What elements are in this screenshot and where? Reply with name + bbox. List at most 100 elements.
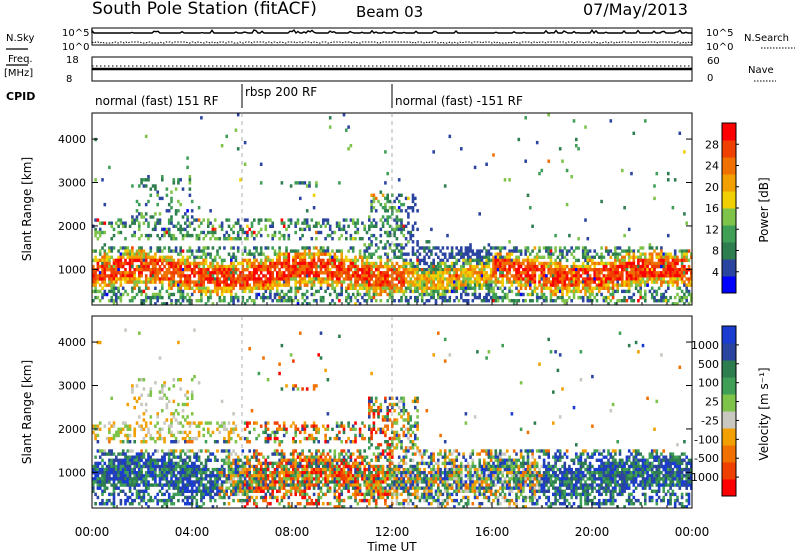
range-gate-cell [126, 424, 130, 428]
range-gate-cell [469, 277, 472, 281]
range-gate-cell [250, 271, 254, 275]
freq-label-line2: [MHz] [4, 68, 33, 79]
range-gate-cell [282, 255, 286, 259]
range-gate-cell [250, 489, 254, 493]
range-gate-cell [381, 264, 385, 269]
range-gate-cell [253, 480, 256, 484]
range-gate-cell [227, 471, 231, 475]
range-gate-cell [483, 295, 486, 300]
range-gate-cell [621, 264, 624, 269]
range-gate-cell [508, 271, 511, 275]
range-gate-cell [545, 295, 548, 300]
range-gate-cell [660, 252, 663, 256]
range-gate-cell [121, 483, 125, 487]
range-gate-cell [604, 249, 608, 253]
range-gate-cell [121, 274, 125, 278]
range-gate-cell [489, 286, 493, 290]
range-gate-cell [678, 299, 682, 303]
range-gate-cell [186, 489, 189, 493]
range-gate-cell [570, 175, 573, 179]
range-gate-cell [259, 295, 263, 300]
range-gate-cell [510, 299, 514, 303]
range-gate-cell [637, 280, 640, 284]
range-gate-cell [588, 283, 592, 287]
range-gate-cell [483, 299, 486, 303]
range-gate-cell [144, 280, 148, 284]
range-gate-cell [540, 271, 544, 275]
range-gate-cell [158, 474, 162, 478]
range-gate-cell [655, 280, 659, 284]
range-gate-cell [609, 277, 613, 281]
range-gate-cell [616, 286, 619, 290]
range-gate-cell [197, 246, 201, 250]
range-gate-cell [561, 289, 564, 294]
range-gate-cell [630, 277, 633, 281]
range-gate-cell [165, 480, 169, 484]
range-gate-cell [660, 299, 663, 303]
range-gate-cell [335, 258, 339, 263]
range-gate-cell [627, 280, 631, 284]
range-gate-cell [138, 467, 141, 472]
range-gate-cell [312, 283, 316, 287]
range-gate-cell [227, 480, 231, 484]
range-gate-cell [220, 471, 224, 475]
range-gate-cell [144, 292, 148, 297]
range-gate-cell [593, 274, 596, 278]
range-gate-cell [209, 474, 212, 478]
range-gate-cell [349, 286, 353, 290]
range-gate-cell [253, 474, 256, 478]
range-gate-cell [105, 452, 109, 456]
range-gate-cell [239, 483, 242, 487]
range-gate-cell [121, 261, 125, 266]
range-gate-cell [121, 474, 125, 478]
range-gate-cell [623, 233, 626, 238]
range-gate-cell [464, 280, 468, 284]
range-gate-cell [579, 295, 583, 300]
range-gate-cell [241, 230, 245, 235]
range-gate-cell [466, 299, 470, 303]
range-gate-cell [462, 252, 465, 256]
range-gate-cell [117, 224, 120, 228]
range-gate-cell [140, 271, 143, 275]
range-gate-cell [243, 474, 247, 478]
range-gate-cell [218, 237, 222, 241]
range-gate-cell [377, 280, 380, 284]
range-gate-cell [262, 264, 265, 269]
range-gate-cell [653, 289, 656, 294]
range-gate-cell [225, 274, 228, 278]
range-gate-cell [545, 249, 548, 253]
range-gate-cell [676, 255, 679, 259]
range-gate-cell [432, 268, 435, 272]
range-gate-cell [190, 461, 194, 466]
range-gate-cell [209, 289, 212, 294]
range-gate-cell [253, 421, 256, 425]
range-gate-cell [197, 268, 201, 272]
range-gate-cell [197, 433, 201, 438]
range-gate-cell [639, 295, 642, 300]
range-gate-cell [211, 495, 215, 500]
range-gate-cell [128, 486, 132, 490]
range-gate-cell [466, 249, 470, 253]
range-gate-cell [195, 477, 199, 481]
range-gate-cell [471, 280, 475, 284]
range-gate-cell [135, 255, 139, 259]
range-gate-cell [202, 230, 205, 235]
range-gate-cell [384, 264, 387, 269]
range-gate-cell [131, 480, 134, 484]
range-gate-cell [618, 261, 622, 266]
range-gate-cell [128, 467, 132, 472]
range-gate-cell [391, 268, 394, 272]
range-gate-cell [200, 483, 203, 487]
range-gate-cell [524, 268, 527, 272]
range-gate-cell [354, 295, 357, 300]
range-gate-cell [133, 483, 136, 487]
range-gate-cell [144, 449, 148, 453]
range-gate-cell [639, 264, 642, 269]
range-gate-cell [264, 264, 268, 269]
range-gate-cell [167, 292, 171, 297]
range-gate-cell [650, 286, 654, 290]
range-gate-cell [379, 277, 383, 281]
range-gate-cell [529, 283, 532, 287]
range-gate-cell [664, 264, 668, 269]
range-gate-cell [644, 271, 647, 275]
